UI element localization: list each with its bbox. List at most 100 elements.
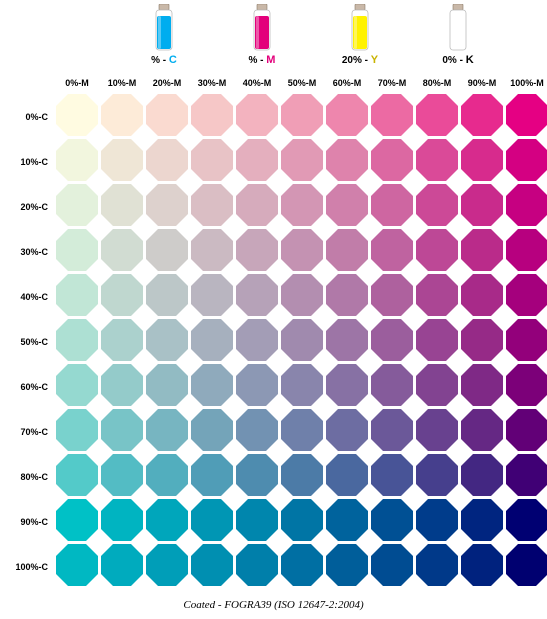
swatch-cell <box>281 454 323 501</box>
bottle-label: 0% - K <box>442 54 473 66</box>
bottle-icon <box>151 4 177 52</box>
swatch-cell <box>506 319 547 366</box>
swatch-cell <box>191 364 233 411</box>
row-header: 10%-C <box>20 157 54 167</box>
swatch-cell <box>506 364 547 411</box>
swatch-cell <box>56 544 98 591</box>
swatch-cell <box>326 364 368 411</box>
bottle-label: % - M <box>249 54 276 66</box>
swatch-cell <box>281 409 323 456</box>
swatch-cell <box>281 94 323 141</box>
bottle-label: 20% - Y <box>342 54 378 66</box>
ink-bottle: 0% - K <box>428 4 488 66</box>
swatch-cell <box>146 139 188 186</box>
swatch-cell <box>191 184 233 231</box>
swatch-cell <box>326 274 368 321</box>
swatch-cell <box>506 454 547 501</box>
column-header: 90%-M <box>468 78 497 88</box>
swatch-cell <box>416 139 458 186</box>
swatch-cell <box>146 454 188 501</box>
swatch-cell <box>371 544 413 591</box>
swatch-cell <box>191 454 233 501</box>
swatch-cell <box>281 229 323 276</box>
swatch-cell <box>506 139 547 186</box>
swatch-cell <box>236 499 278 546</box>
row-header: 90%-C <box>20 517 54 527</box>
swatch-cell <box>56 364 98 411</box>
row-header: 70%-C <box>20 427 54 437</box>
swatch-cell <box>281 499 323 546</box>
swatch-cell <box>56 499 98 546</box>
swatch-cell <box>461 94 503 141</box>
swatch-cell <box>461 184 503 231</box>
swatch-cell <box>461 274 503 321</box>
bottle-icon <box>347 4 373 52</box>
swatch-cell <box>236 409 278 456</box>
swatch-cell <box>461 229 503 276</box>
swatch-cell <box>371 184 413 231</box>
swatch-cell <box>56 139 98 186</box>
swatch-cell <box>506 409 547 456</box>
swatch-cell <box>191 499 233 546</box>
swatch-cell <box>191 274 233 321</box>
swatch-cell <box>326 544 368 591</box>
swatch-cell <box>146 499 188 546</box>
column-header: 20%-M <box>153 78 182 88</box>
swatch-cell <box>326 499 368 546</box>
swatch-cell <box>191 94 233 141</box>
swatch-cell <box>236 184 278 231</box>
swatch-cell <box>236 364 278 411</box>
row-header: 50%-C <box>20 337 54 347</box>
swatch-cell <box>56 319 98 366</box>
swatch-cell <box>461 499 503 546</box>
swatch-cell <box>506 499 547 546</box>
swatch-cell <box>56 409 98 456</box>
row-header: 80%-C <box>20 472 54 482</box>
cmyk-swatch-grid: 0%-M10%-M20%-M30%-M40%-M50%-M60%-M70%-M8… <box>4 72 543 589</box>
swatch-cell <box>56 184 98 231</box>
swatch-cell <box>146 229 188 276</box>
swatch-cell <box>416 364 458 411</box>
swatch-cell <box>371 454 413 501</box>
swatch-cell <box>236 454 278 501</box>
column-header: 0%-M <box>65 78 89 88</box>
swatch-cell <box>416 229 458 276</box>
swatch-cell <box>191 409 233 456</box>
ink-bottle: 20% - Y <box>330 4 390 66</box>
swatch-cell <box>101 319 143 366</box>
swatch-cell <box>101 94 143 141</box>
swatch-cell <box>416 319 458 366</box>
swatch-cell <box>191 319 233 366</box>
swatch-cell <box>101 364 143 411</box>
column-header: 40%-M <box>243 78 272 88</box>
column-header: 80%-M <box>423 78 452 88</box>
swatch-cell <box>56 229 98 276</box>
swatch-cell <box>416 94 458 141</box>
row-header: 60%-C <box>20 382 54 392</box>
swatch-cell <box>461 409 503 456</box>
swatch-cell <box>281 274 323 321</box>
column-header: 60%-M <box>333 78 362 88</box>
swatch-cell <box>371 229 413 276</box>
swatch-cell <box>56 94 98 141</box>
swatch-cell <box>416 409 458 456</box>
swatch-cell <box>191 229 233 276</box>
swatch-cell <box>416 274 458 321</box>
ink-bottle: % - C <box>134 4 194 66</box>
row-header: 30%-C <box>20 247 54 257</box>
swatch-cell <box>236 319 278 366</box>
swatch-cell <box>146 94 188 141</box>
swatch-cell <box>416 499 458 546</box>
swatch-cell <box>416 544 458 591</box>
bottle-icon <box>249 4 275 52</box>
swatch-cell <box>56 454 98 501</box>
swatch-cell <box>416 184 458 231</box>
swatch-cell <box>371 499 413 546</box>
swatch-cell <box>506 274 547 321</box>
swatch-cell <box>101 454 143 501</box>
swatch-cell <box>56 274 98 321</box>
column-header: 10%-M <box>108 78 137 88</box>
swatch-cell <box>146 319 188 366</box>
swatch-cell <box>416 454 458 501</box>
swatch-cell <box>326 94 368 141</box>
